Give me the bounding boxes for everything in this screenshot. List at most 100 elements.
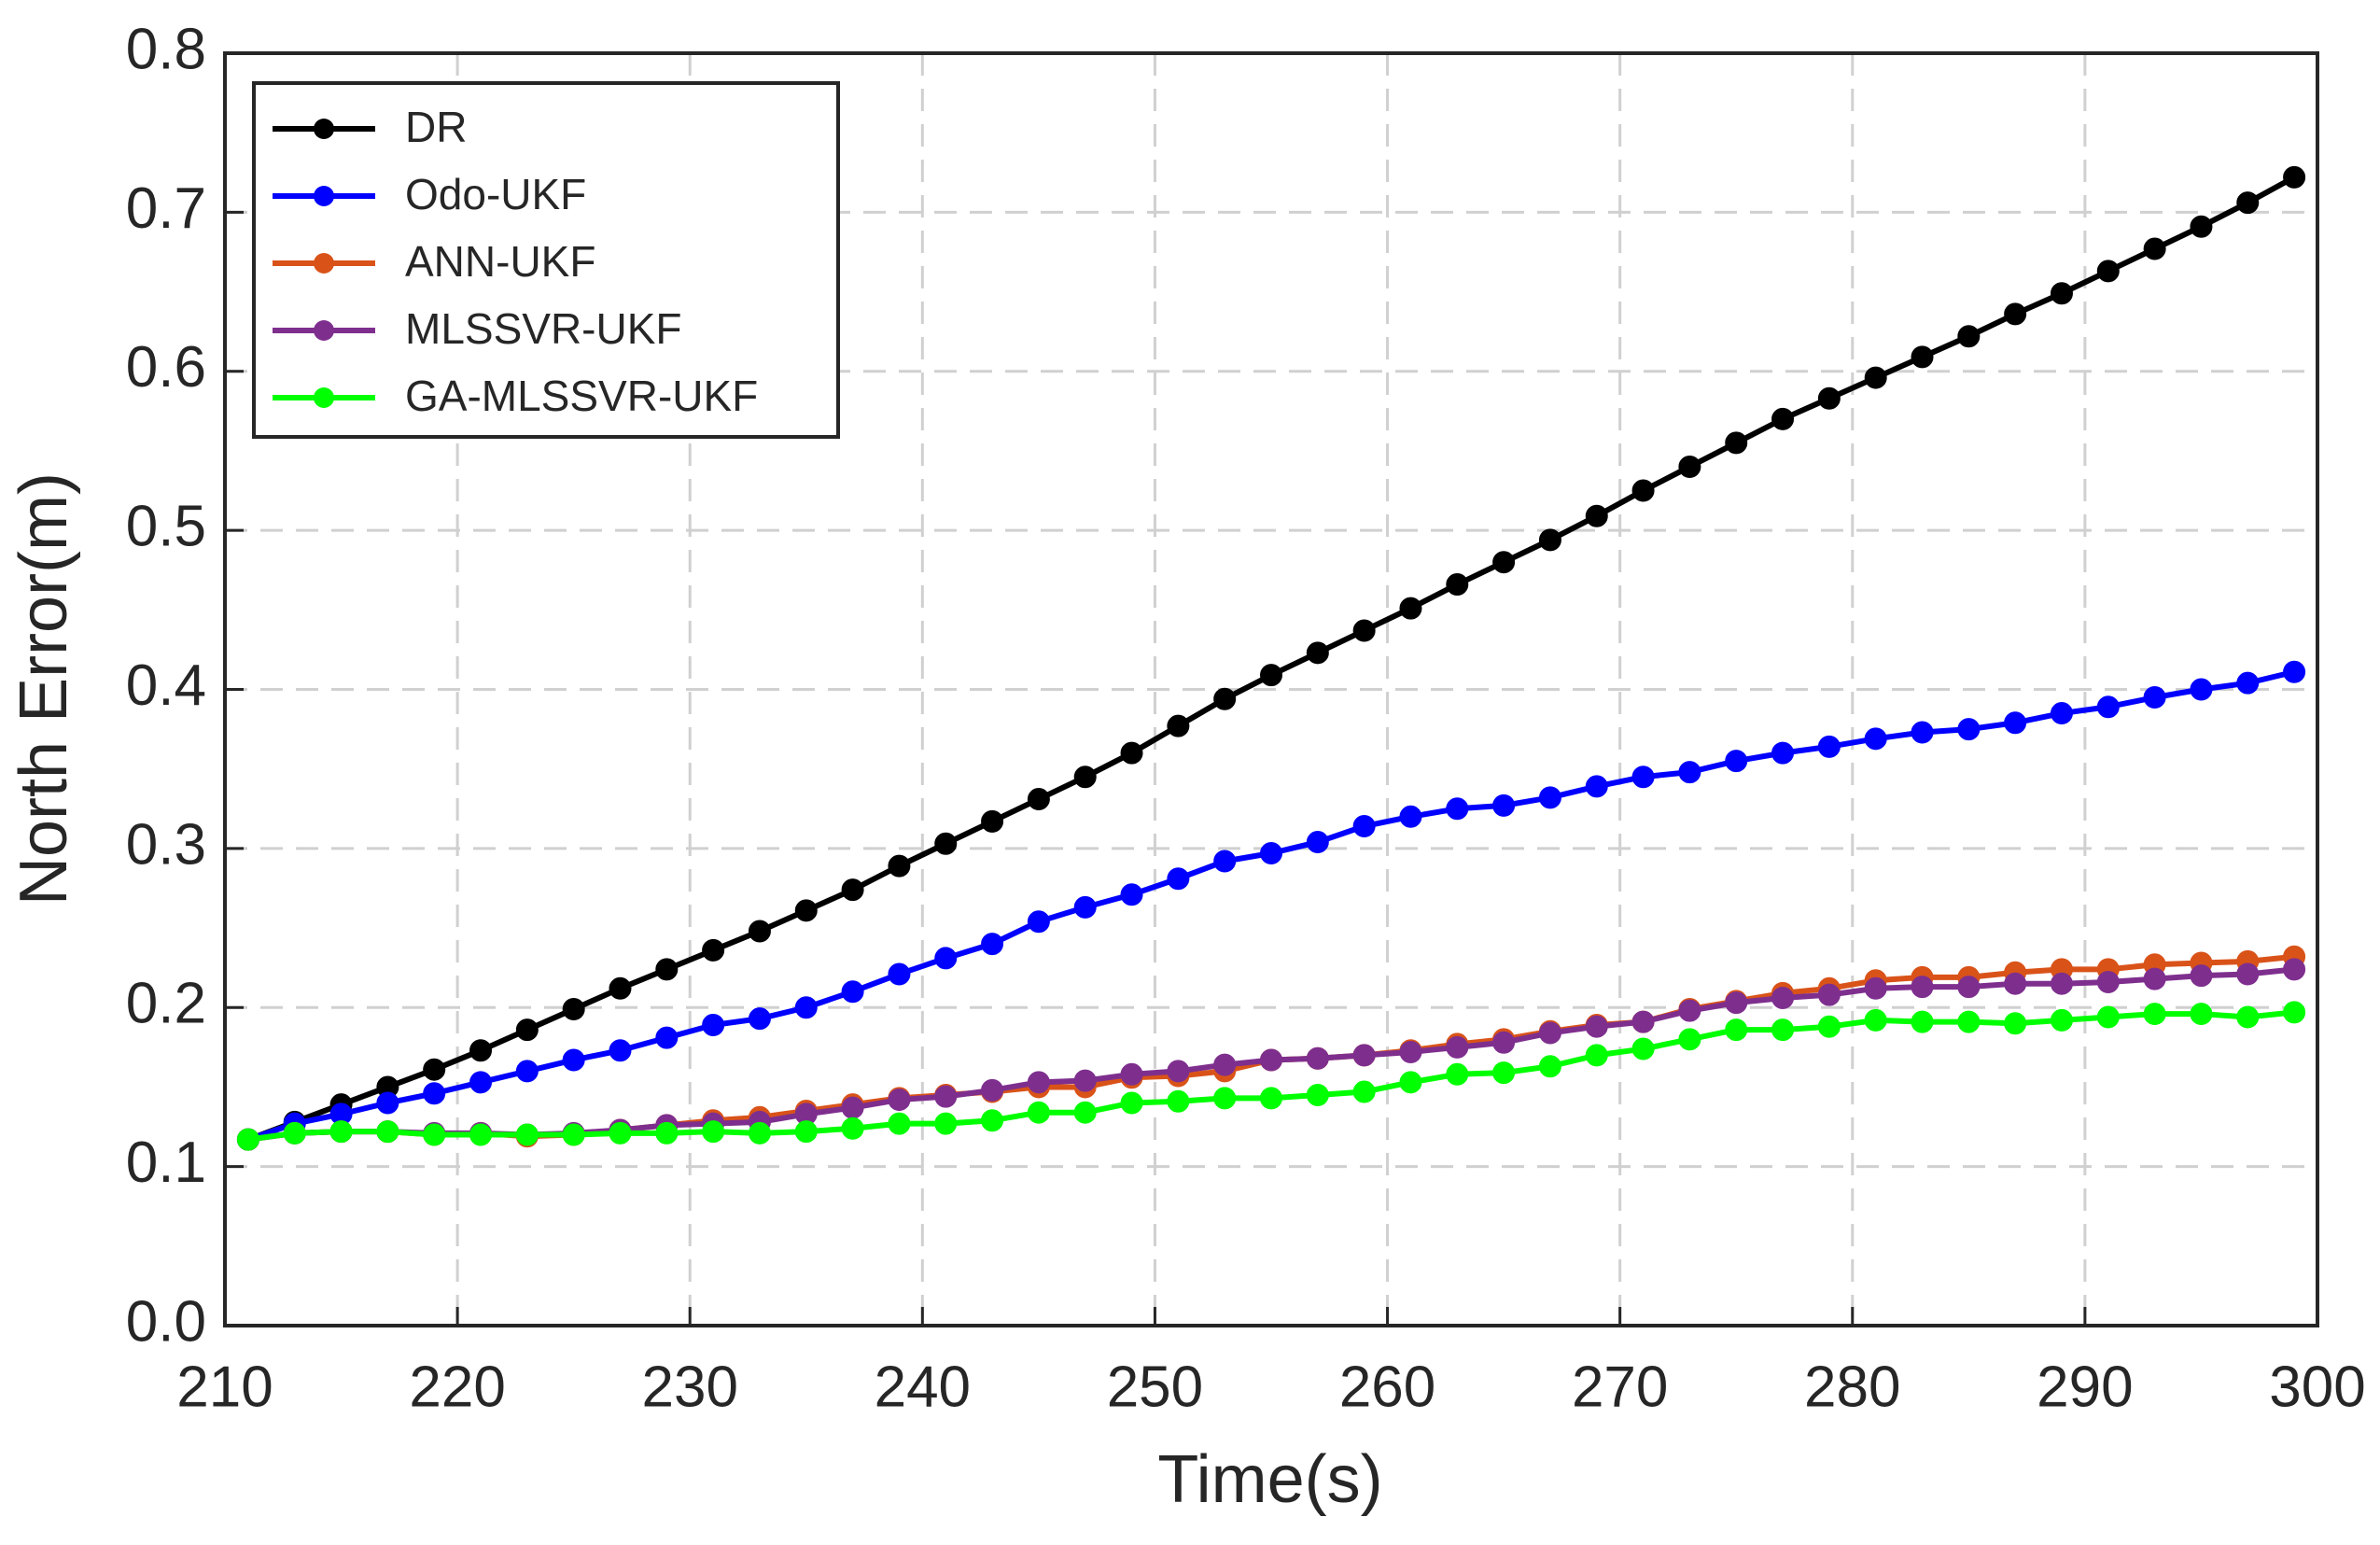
data-point	[2283, 165, 2306, 189]
legend-marker	[314, 119, 334, 139]
data-point	[469, 1071, 493, 1094]
data-point	[2096, 695, 2120, 719]
y-tick-label: 0.6	[126, 335, 206, 400]
data-point	[1073, 1069, 1097, 1092]
data-point	[934, 947, 958, 970]
data-point	[1167, 867, 1190, 891]
data-point	[1817, 1015, 1841, 1038]
data-point	[2236, 191, 2260, 215]
legend: DR Odo-UKF ANN-UKF MLSSVR-UKF GA-MLSSVR-UKF	[252, 81, 840, 439]
data-point	[2050, 282, 2073, 305]
data-point	[2050, 702, 2073, 725]
data-point	[469, 1123, 493, 1146]
data-point	[1073, 895, 1097, 919]
data-point	[1446, 573, 1469, 597]
data-point	[1817, 735, 1841, 758]
data-point	[934, 832, 958, 855]
y-tick-label: 0.3	[126, 812, 206, 877]
data-point	[888, 1112, 911, 1135]
legend-box	[252, 81, 840, 439]
data-point	[1073, 765, 1097, 789]
data-point	[655, 1026, 679, 1049]
data-point	[888, 854, 911, 878]
y-tick-label: 0.5	[126, 495, 206, 559]
data-point	[376, 1091, 399, 1115]
data-point	[2050, 1008, 2073, 1032]
data-point	[1027, 1101, 1050, 1124]
data-point	[1817, 386, 1841, 410]
data-point	[423, 1123, 446, 1146]
data-point	[1399, 805, 1422, 828]
data-point	[1446, 797, 1469, 821]
x-axis-label: Time(s)	[1157, 1442, 1382, 1517]
data-point	[2143, 237, 2166, 260]
data-point	[888, 1089, 911, 1112]
data-point	[655, 958, 679, 981]
data-point	[376, 1120, 399, 1144]
data-point	[1864, 976, 1887, 1000]
x-tick-label: 300	[2269, 1355, 2365, 1419]
data-point	[2096, 1005, 2120, 1029]
data-point	[981, 933, 1004, 956]
data-point	[1678, 999, 1701, 1022]
data-point	[1771, 987, 1795, 1010]
y-axis-label: North Error(m)	[7, 472, 81, 906]
y-tick-label: 0.4	[126, 653, 206, 718]
data-point	[1120, 1091, 1143, 1115]
legend-marker	[314, 387, 334, 408]
data-point	[794, 899, 818, 922]
data-point	[1352, 619, 1376, 642]
data-point	[2283, 1001, 2306, 1024]
data-point	[1213, 1053, 1237, 1076]
data-point	[1725, 750, 1748, 773]
y-tick-label: 0.2	[126, 972, 206, 1036]
data-point	[562, 997, 585, 1020]
data-point	[1631, 1010, 1655, 1033]
data-point	[702, 1120, 725, 1144]
data-point	[1771, 741, 1795, 765]
data-point	[981, 809, 1004, 833]
data-point	[841, 1117, 864, 1140]
data-point	[748, 1121, 771, 1145]
data-point	[1073, 1101, 1097, 1124]
data-point	[2283, 958, 2306, 981]
data-point	[609, 976, 632, 1000]
data-point	[1492, 1031, 1516, 1054]
data-point	[1538, 1055, 1561, 1078]
data-point	[794, 996, 818, 1019]
x-tick-label: 240	[875, 1355, 971, 1419]
data-point	[1678, 1028, 1701, 1051]
data-point	[2096, 260, 2120, 283]
data-point	[1911, 721, 1934, 744]
plot-frame	[223, 51, 2319, 1327]
data-point	[562, 1123, 585, 1146]
x-tick-label: 210	[176, 1355, 273, 1419]
data-point	[1864, 366, 1887, 389]
data-point	[1957, 976, 1981, 999]
data-point	[2190, 215, 2213, 238]
data-point	[1678, 761, 1701, 784]
data-point	[2004, 302, 2027, 326]
data-point	[1957, 325, 1981, 348]
data-point	[2236, 962, 2260, 986]
data-point	[1167, 714, 1190, 737]
data-point	[981, 1078, 1004, 1102]
data-point	[283, 1121, 306, 1145]
legend-label: DR	[405, 103, 467, 151]
data-point	[1631, 765, 1655, 789]
data-point	[1492, 794, 1516, 817]
data-point	[1167, 1089, 1190, 1113]
data-point	[1631, 1037, 1655, 1060]
data-point	[2143, 1003, 2166, 1026]
data-point	[748, 1007, 771, 1031]
data-point	[1167, 1060, 1190, 1083]
data-point	[1260, 664, 1282, 687]
data-point	[2004, 972, 2027, 995]
x-tick-label: 230	[641, 1355, 737, 1419]
y-tick-label: 0.0	[126, 1289, 206, 1354]
data-point	[1446, 1035, 1469, 1059]
data-point	[515, 1018, 539, 1042]
data-point	[1120, 883, 1143, 906]
legend-marker	[314, 253, 334, 274]
